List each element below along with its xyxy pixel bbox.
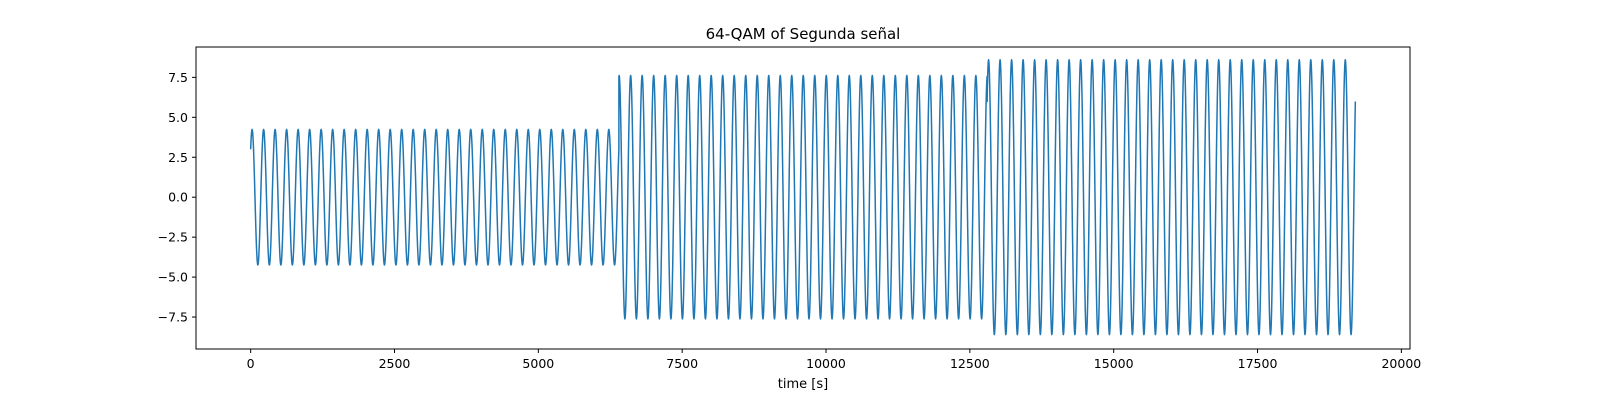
x-tick-label: 5000	[522, 356, 554, 371]
x-tick-label: 17500	[1238, 356, 1278, 371]
x-tick-label: 15000	[1094, 356, 1134, 371]
chart-title: 64-QAM of Segunda señal	[706, 25, 901, 43]
plot-area-frame	[195, 46, 1411, 350]
y-tick-label: 0.0	[168, 190, 188, 205]
x-tick-label: 2500	[379, 356, 411, 371]
x-tick-label: 10000	[806, 356, 846, 371]
y-tick-label: −7.5	[158, 310, 188, 325]
x-tick-label: 12500	[950, 356, 990, 371]
x-axis-ticks: 0 2500 5000 7500 10000 12500 15000 17500 20000	[247, 349, 1421, 371]
y-tick-label: 2.5	[168, 150, 188, 165]
signal-layer	[249, 59, 1357, 336]
y-axis-ticks: −7.5 −5.0 −2.5 0.0 2.5 5.0 7.5	[158, 70, 196, 325]
signal-series-line	[249, 59, 1357, 336]
y-tick-label: 5.0	[168, 110, 188, 125]
y-tick-label: −2.5	[158, 230, 188, 245]
y-tick-label: 7.5	[168, 70, 188, 85]
x-tick-label: 0	[247, 356, 255, 371]
x-axis-label: time [s]	[778, 377, 828, 392]
x-tick-label: 20000	[1381, 356, 1421, 371]
y-tick-label: −5.0	[158, 270, 188, 285]
x-tick-label: 7500	[666, 356, 698, 371]
